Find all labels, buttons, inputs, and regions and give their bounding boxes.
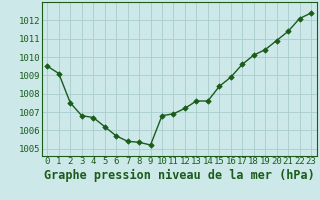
X-axis label: Graphe pression niveau de la mer (hPa): Graphe pression niveau de la mer (hPa)	[44, 169, 315, 182]
